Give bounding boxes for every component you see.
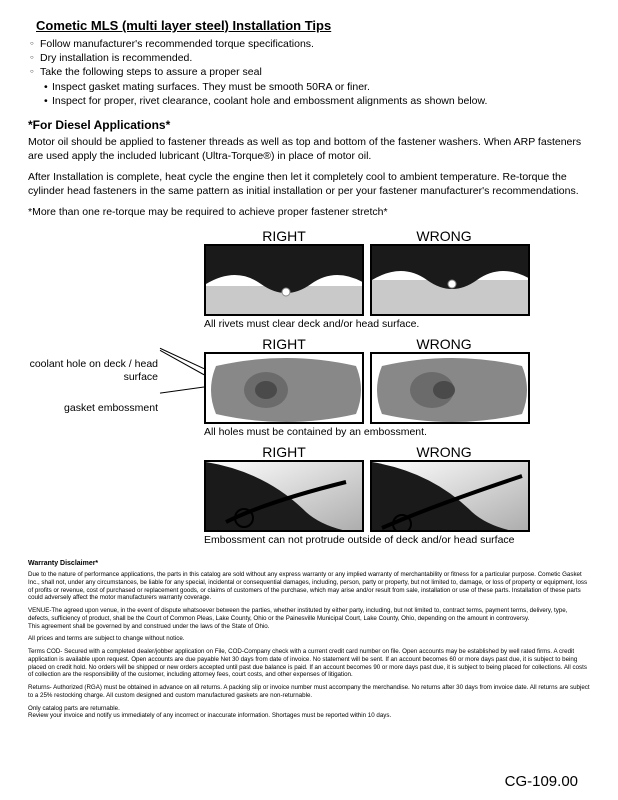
diesel-heading: *For Diesel Applications* bbox=[28, 118, 590, 132]
diagram-row-rivets: RIGHT WRONG All rivets must clear deck a… bbox=[28, 228, 590, 330]
label-wrong: WRONG bbox=[364, 336, 524, 352]
diagram-caption: All rivets must clear deck and/or head s… bbox=[204, 318, 590, 330]
bullet-item: Inspect gasket mating surfaces. They mus… bbox=[30, 80, 590, 94]
fine-print: All prices and terms are subject to chan… bbox=[28, 635, 590, 643]
page-title: Cometic MLS (multi layer steel) Installa… bbox=[36, 18, 590, 33]
diagram-row-holes: coolant hole on deck / head surface gask… bbox=[28, 336, 590, 438]
fine-print: Due to the nature of performance applica… bbox=[28, 571, 590, 602]
disclaimer-heading: Warranty Disclaimer* bbox=[28, 560, 590, 567]
label-right: RIGHT bbox=[204, 336, 364, 352]
label-wrong: WRONG bbox=[364, 228, 524, 244]
body-text: Motor oil should be applied to fastener … bbox=[28, 136, 590, 163]
label-right: RIGHT bbox=[204, 444, 364, 460]
label-coolant: coolant hole on deck / head surface bbox=[28, 358, 158, 384]
label-right: RIGHT bbox=[204, 228, 364, 244]
body-text: After Installation is complete, heat cyc… bbox=[28, 171, 590, 198]
diagram-row-emboss: RIGHT WRONG bbox=[28, 444, 590, 546]
panel-hole-wrong bbox=[370, 352, 530, 424]
diagram-caption: All holes must be contained by an emboss… bbox=[204, 426, 590, 438]
panel-hole-right bbox=[204, 352, 364, 424]
bullet-item: Follow manufacturer's recommended torque… bbox=[30, 37, 590, 51]
page-code: CG-109.00 bbox=[505, 773, 578, 790]
diagram-section: RIGHT WRONG All rivets must clear deck a… bbox=[28, 228, 590, 546]
bullet-item: Dry installation is recommended. bbox=[30, 51, 590, 65]
fine-print: VENUE-The agreed upon venue, in the even… bbox=[28, 607, 590, 630]
fine-print: Terms COD- Secured with a completed deal… bbox=[28, 648, 590, 679]
label-wrong: WRONG bbox=[364, 444, 524, 460]
diagram-caption: Embossment can not protrude outside of d… bbox=[204, 534, 590, 546]
panel-rivet-right bbox=[204, 244, 364, 316]
panel-emboss-wrong bbox=[370, 460, 530, 532]
label-gasket: gasket embossment bbox=[28, 402, 158, 415]
body-text: *More than one re-torque may be required… bbox=[28, 206, 590, 220]
bullet-item: Take the following steps to assure a pro… bbox=[30, 65, 590, 79]
fine-print: Returns- Authorized (RGA) must be obtain… bbox=[28, 684, 590, 700]
panel-emboss-right bbox=[204, 460, 364, 532]
fine-print: Only catalog parts are returnable. Revie… bbox=[28, 705, 590, 721]
bullet-item: Inspect for proper, rivet clearance, coo… bbox=[30, 94, 590, 108]
bullet-list: Follow manufacturer's recommended torque… bbox=[30, 37, 590, 108]
panel-rivet-wrong bbox=[370, 244, 530, 316]
